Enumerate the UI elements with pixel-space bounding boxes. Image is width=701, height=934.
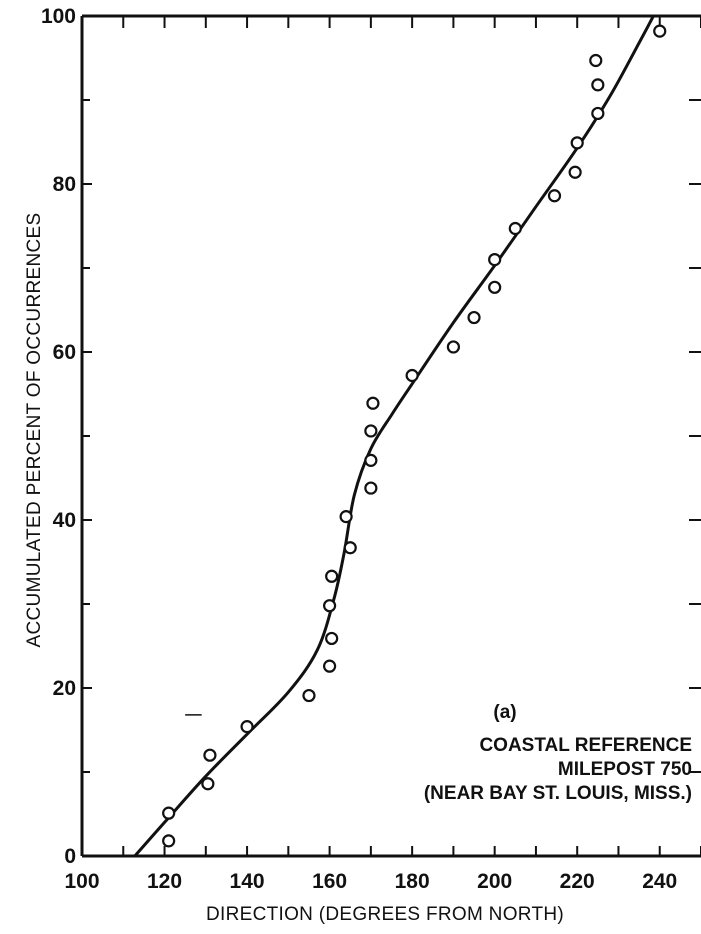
data-point (467, 310, 481, 325)
data-point (446, 340, 460, 354)
y-axis-title: ACCUMULATED PERCENT OF OCCURRENCES (24, 213, 45, 648)
data-point (325, 569, 339, 583)
y-tick-label: 20 (53, 677, 76, 700)
x-tick-label: 220 (560, 870, 595, 893)
data-point (162, 806, 176, 820)
data-point (366, 396, 380, 410)
annotation-line-1: COASTAL REFERENCE (479, 735, 692, 756)
data-point (325, 631, 339, 646)
data-point (568, 165, 582, 179)
y-tick-label: 0 (64, 845, 76, 868)
data-point (203, 748, 217, 762)
data-point (591, 78, 605, 92)
x-axis-title: DIRECTION (DEGREES FROM NORTH) (206, 904, 564, 925)
data-point (488, 253, 502, 267)
data-point (364, 481, 378, 495)
x-tick-label: 160 (312, 870, 347, 893)
data-point (589, 53, 603, 68)
data-point (508, 221, 522, 236)
data-point (343, 541, 357, 555)
data-point (653, 24, 667, 38)
axes-layer (80, 14, 701, 858)
data-point (547, 189, 562, 203)
x-tick-label: 200 (477, 870, 512, 893)
data-point (488, 280, 502, 294)
points-layer (162, 24, 667, 848)
data-point (302, 688, 316, 703)
y-tick-label: 60 (53, 341, 76, 364)
data-point (405, 368, 419, 383)
data-point (591, 106, 605, 121)
annotation-line-3: (NEAR BAY ST. LOUIS, MISS.) (424, 783, 692, 804)
data-point (364, 453, 378, 467)
data-point (323, 599, 337, 613)
data-point (162, 834, 176, 848)
data-point (240, 720, 254, 734)
annotation-line-2: MILEPOST 750 (558, 759, 692, 780)
annotation-panel-label: (a) (493, 702, 516, 723)
y-tick-label: 80 (53, 173, 76, 196)
data-point (339, 510, 353, 524)
data-point (201, 777, 215, 791)
annotation-layer: (a) COASTAL REFERENCE MILEPOST 750 (NEAR… (424, 702, 692, 804)
x-tick-label: 120 (147, 870, 182, 893)
y-tick-label: 40 (53, 509, 76, 532)
x-tick-label: 140 (230, 870, 265, 893)
y-tick-label: 100 (41, 5, 76, 28)
x-tick-label: 100 (64, 870, 99, 893)
data-point (323, 659, 337, 673)
x-tick-label: 240 (642, 870, 677, 893)
data-point (364, 424, 378, 438)
x-tick-label: 180 (395, 870, 430, 893)
data-point (570, 136, 584, 150)
labels-layer: 100 120 140 160 180 200 220 240 0 20 40 60 80 100 (41, 5, 677, 893)
